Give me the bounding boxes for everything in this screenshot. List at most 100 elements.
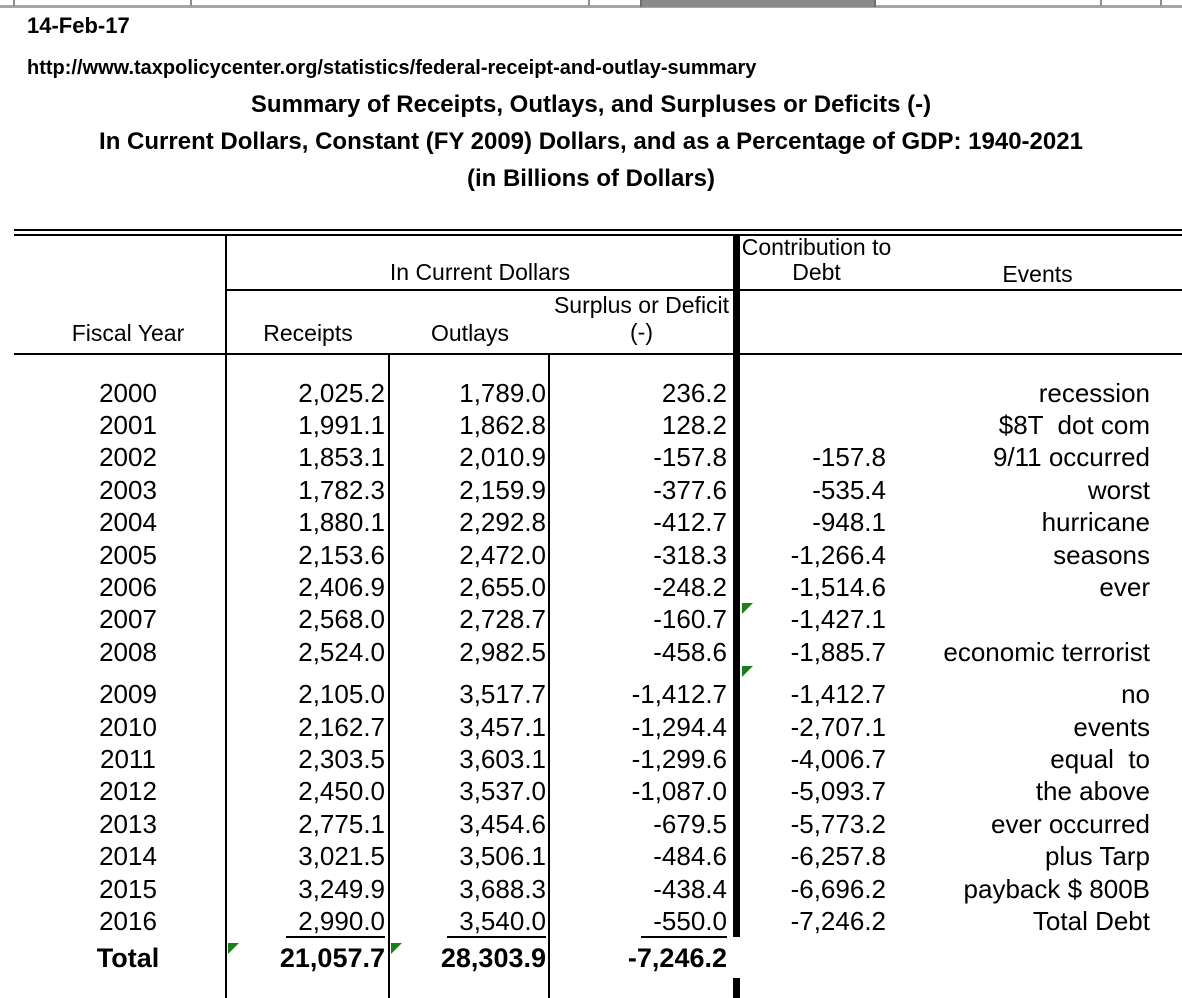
surplus-cell[interactable]: 128.2 xyxy=(661,410,727,441)
receipts-cell[interactable]: 2,303.5 xyxy=(298,743,385,774)
total-outlays-cell[interactable]: 28,303.9 xyxy=(440,942,546,973)
fiscal-year-cell[interactable]: 2005 xyxy=(99,539,157,570)
surplus-cell[interactable]: -679.5 xyxy=(653,808,727,839)
column-header-surplus[interactable]: Surplus or Deficit (-) xyxy=(550,292,733,346)
surplus-cell[interactable]: -1,412.7 xyxy=(631,679,727,710)
surplus-cell[interactable]: -1,299.6 xyxy=(631,743,727,774)
outlays-cell[interactable]: 2,292.8 xyxy=(459,507,546,538)
event-cell[interactable]: 9/11 occurred xyxy=(992,442,1150,473)
outlays-cell[interactable]: 3,517.7 xyxy=(459,679,546,710)
surplus-cell[interactable]: -377.6 xyxy=(653,474,727,505)
receipts-cell[interactable]: 2,162.7 xyxy=(298,711,385,742)
surplus-cell[interactable]: -318.3 xyxy=(653,539,727,570)
outlays-cell[interactable]: 2,472.0 xyxy=(459,539,546,570)
receipts-cell[interactable]: 2,450.0 xyxy=(298,776,385,807)
receipts-cell[interactable]: 3,249.9 xyxy=(298,873,385,904)
fiscal-year-cell[interactable]: 2015 xyxy=(99,873,157,904)
contribution-cell[interactable]: -1,427.1 xyxy=(790,604,886,635)
event-cell[interactable]: worst xyxy=(1087,474,1150,505)
event-cell[interactable]: events xyxy=(1073,711,1150,742)
fiscal-year-cell[interactable]: 2003 xyxy=(99,474,157,505)
outlays-cell[interactable]: 3,537.0 xyxy=(459,776,546,807)
surplus-cell[interactable]: -458.6 xyxy=(653,636,727,667)
receipts-cell[interactable]: 2,568.0 xyxy=(298,604,385,635)
event-cell[interactable]: ever xyxy=(1099,572,1150,603)
group-header-events[interactable]: Events xyxy=(1002,261,1073,287)
outlays-cell[interactable]: 3,688.3 xyxy=(459,873,546,904)
fiscal-year-cell[interactable]: 2007 xyxy=(99,604,157,635)
fiscal-year-cell[interactable]: 2012 xyxy=(99,776,157,807)
contribution-cell[interactable]: -535.4 xyxy=(812,474,886,505)
surplus-cell[interactable]: -438.4 xyxy=(653,873,727,904)
surplus-cell[interactable]: -160.7 xyxy=(653,604,727,635)
outlays-cell[interactable]: 2,982.5 xyxy=(459,636,546,667)
event-cell[interactable]: payback $ 800B xyxy=(963,873,1150,904)
receipts-cell[interactable]: 3,021.5 xyxy=(298,841,385,872)
outlays-cell[interactable]: 1,862.8 xyxy=(459,410,546,441)
fiscal-year-cell[interactable]: 2001 xyxy=(99,410,157,441)
surplus-cell[interactable]: -1,294.4 xyxy=(631,711,727,742)
event-cell[interactable]: seasons xyxy=(1053,539,1150,570)
total-surplus-cell[interactable]: -7,246.2 xyxy=(627,942,727,973)
contribution-cell[interactable]: -1,266.4 xyxy=(790,539,886,570)
event-cell[interactable]: no xyxy=(1121,679,1150,710)
surplus-cell[interactable]: -1,087.0 xyxy=(631,776,727,807)
fiscal-year-cell[interactable]: 2013 xyxy=(99,808,157,839)
fiscal-year-cell[interactable]: 2010 xyxy=(99,711,157,742)
contribution-cell[interactable]: -5,093.7 xyxy=(790,776,886,807)
fiscal-year-cell[interactable]: 2016 xyxy=(99,905,157,936)
receipts-cell[interactable]: 1,782.3 xyxy=(298,474,385,505)
contribution-cell[interactable]: -2,707.1 xyxy=(790,711,886,742)
outlays-cell[interactable]: 3,540.0 xyxy=(390,905,550,938)
outlays-cell[interactable]: 2,010.9 xyxy=(459,442,546,473)
contribution-cell[interactable]: -6,696.2 xyxy=(790,873,886,904)
fiscal-year-cell[interactable]: 2011 xyxy=(100,743,156,774)
outlays-cell[interactable]: 3,454.6 xyxy=(459,808,546,839)
event-cell[interactable]: $8T dot com xyxy=(998,410,1150,441)
surplus-cell[interactable]: -248.2 xyxy=(653,572,727,603)
receipts-cell[interactable]: 1,880.1 xyxy=(298,507,385,538)
surplus-cell[interactable]: -550.0 xyxy=(550,905,733,938)
contribution-cell[interactable]: -1,412.7 xyxy=(790,679,886,710)
source-url[interactable]: http://www.taxpolicycenter.org/statistic… xyxy=(27,57,757,79)
fiscal-year-cell[interactable]: 2004 xyxy=(99,507,157,538)
contribution-cell[interactable]: -157.8 xyxy=(812,442,886,473)
receipts-cell[interactable]: 2,105.0 xyxy=(298,679,385,710)
event-cell[interactable]: ever occurred xyxy=(991,808,1150,839)
column-header-receipts[interactable]: Receipts xyxy=(263,320,353,346)
surplus-cell[interactable]: -157.8 xyxy=(653,442,727,473)
outlays-cell[interactable]: 3,506.1 xyxy=(459,841,546,872)
contribution-cell[interactable]: -948.1 xyxy=(812,507,886,538)
receipts-cell[interactable]: 2,775.1 xyxy=(298,808,385,839)
total-label-cell[interactable]: Total xyxy=(96,942,160,973)
group-header-contribution-to-debt[interactable]: Contribution to Debt xyxy=(740,235,893,285)
receipts-cell[interactable]: 2,990.0 xyxy=(226,905,390,938)
outlays-cell[interactable]: 1,789.0 xyxy=(459,377,546,408)
contribution-cell[interactable]: -1,885.7 xyxy=(790,636,886,667)
surplus-cell[interactable]: -484.6 xyxy=(653,841,727,872)
event-cell[interactable]: recession xyxy=(1038,377,1150,408)
event-cell[interactable]: plus Tarp xyxy=(1044,841,1150,872)
event-cell[interactable]: Total Debt xyxy=(1032,905,1150,936)
receipts-cell[interactable]: 1,991.1 xyxy=(298,410,385,441)
date-cell[interactable]: 14-Feb-17 xyxy=(27,13,130,38)
group-header-current-dollars[interactable]: In Current Dollars xyxy=(389,259,571,285)
outlays-cell[interactable]: 2,159.9 xyxy=(459,474,546,505)
receipts-cell[interactable]: 1,853.1 xyxy=(298,442,385,473)
receipts-cell[interactable]: 2,153.6 xyxy=(298,539,385,570)
fiscal-year-cell[interactable]: 2006 xyxy=(99,572,157,603)
fiscal-year-cell[interactable]: 2008 xyxy=(99,636,157,667)
outlays-cell[interactable]: 3,457.1 xyxy=(459,711,546,742)
total-receipts-cell[interactable]: 21,057.7 xyxy=(279,942,385,973)
contribution-cell[interactable]: -5,773.2 xyxy=(790,808,886,839)
contribution-cell[interactable]: -7,246.2 xyxy=(790,905,886,936)
fiscal-year-cell[interactable]: 2009 xyxy=(99,679,157,710)
fiscal-year-cell[interactable]: 2000 xyxy=(99,377,157,408)
outlays-cell[interactable]: 2,655.0 xyxy=(459,572,546,603)
event-cell[interactable]: the above xyxy=(1035,776,1150,807)
contribution-cell[interactable]: -1,514.6 xyxy=(790,572,886,603)
receipts-cell[interactable]: 2,406.9 xyxy=(298,572,385,603)
fiscal-year-cell[interactable]: 2002 xyxy=(99,442,157,473)
receipts-cell[interactable]: 2,025.2 xyxy=(298,377,385,408)
surplus-cell[interactable]: -412.7 xyxy=(653,507,727,538)
